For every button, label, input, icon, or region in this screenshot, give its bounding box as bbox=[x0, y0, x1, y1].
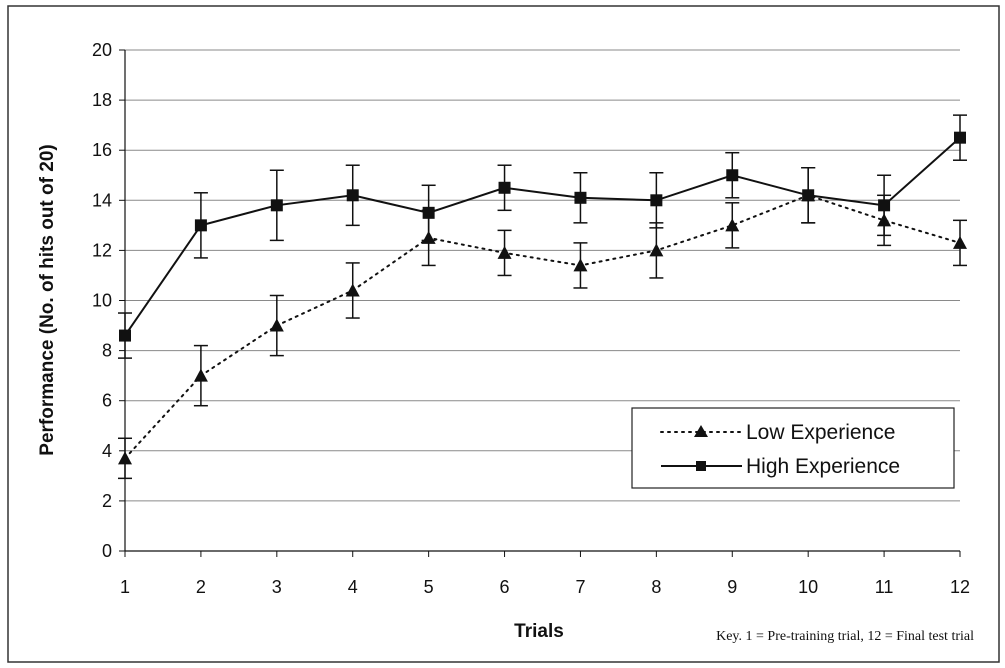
x-tick-label: 4 bbox=[348, 577, 358, 597]
data-point-high bbox=[650, 194, 663, 207]
data-point-high bbox=[878, 199, 891, 212]
data-point-high bbox=[574, 191, 587, 204]
y-axis-title: Performance (No. of hits out of 20) bbox=[37, 144, 58, 455]
y-tick-label: 8 bbox=[102, 341, 112, 361]
series-layer bbox=[118, 114, 967, 480]
data-point-high bbox=[270, 199, 283, 212]
data-point-high bbox=[498, 181, 511, 194]
x-tick-label: 8 bbox=[651, 577, 661, 597]
x-tick-label: 1 bbox=[120, 577, 130, 597]
data-point-low bbox=[118, 451, 132, 465]
data-point-low bbox=[649, 243, 664, 257]
x-tick-label: 3 bbox=[272, 577, 282, 597]
y-tick-label: 0 bbox=[102, 541, 112, 561]
x-tick-label: 12 bbox=[950, 577, 970, 597]
y-tick-label: 14 bbox=[92, 190, 112, 210]
data-point-low bbox=[573, 258, 588, 272]
x-tick-label: 10 bbox=[798, 577, 818, 597]
y-tick-label: 18 bbox=[92, 90, 112, 110]
series-high bbox=[118, 114, 967, 359]
data-point-high bbox=[802, 189, 815, 202]
legend-label-high: High Experience bbox=[746, 455, 900, 478]
data-point-low bbox=[193, 368, 208, 382]
data-point-high bbox=[194, 219, 207, 232]
y-tick-label: 2 bbox=[102, 491, 112, 511]
data-point-low bbox=[345, 283, 360, 297]
y-tick-label: 16 bbox=[92, 140, 112, 160]
data-point-high bbox=[346, 189, 359, 202]
legend-marker-low bbox=[694, 425, 708, 437]
x-tick-label: 6 bbox=[500, 577, 510, 597]
data-point-high bbox=[422, 206, 435, 219]
y-tick-label: 6 bbox=[102, 391, 112, 411]
x-tick-label: 7 bbox=[575, 577, 585, 597]
data-point-low bbox=[497, 245, 512, 259]
legend: Low Experience High Experience bbox=[631, 407, 955, 489]
data-point-high bbox=[954, 131, 966, 144]
data-point-low bbox=[953, 235, 967, 249]
x-axis-title: Trials bbox=[514, 621, 564, 642]
legend-marker-high bbox=[696, 461, 706, 471]
chart-border bbox=[7, 5, 1000, 663]
x-tick-label: 11 bbox=[875, 577, 894, 597]
y-tick-label: 12 bbox=[92, 240, 112, 260]
x-tick-label: 9 bbox=[727, 577, 737, 597]
y-tick-labels: 0 2 4 6 8 10 12 14 16 18 20 bbox=[92, 40, 112, 561]
x-tick-label: 5 bbox=[424, 577, 434, 597]
x-tick-label: 2 bbox=[196, 577, 206, 597]
data-point-low bbox=[269, 318, 284, 332]
x-tick-labels: 1 2 3 4 5 6 7 8 9 10 11 12 bbox=[120, 577, 970, 597]
legend-box bbox=[631, 407, 955, 489]
series-line-low bbox=[124, 194, 961, 460]
key-annotation: Key. 1 = Pre-training trial, 12 = Final … bbox=[716, 629, 974, 644]
series-line-high bbox=[124, 136, 961, 337]
legend-label-low: Low Experience bbox=[746, 421, 895, 444]
data-point-low bbox=[725, 218, 740, 232]
y-tick-label: 20 bbox=[92, 40, 112, 60]
y-tick-label: 10 bbox=[92, 291, 112, 311]
data-point-high bbox=[726, 169, 739, 182]
data-point-high bbox=[119, 329, 131, 342]
gridlines bbox=[125, 49, 960, 502]
y-tick-label: 4 bbox=[102, 441, 112, 461]
